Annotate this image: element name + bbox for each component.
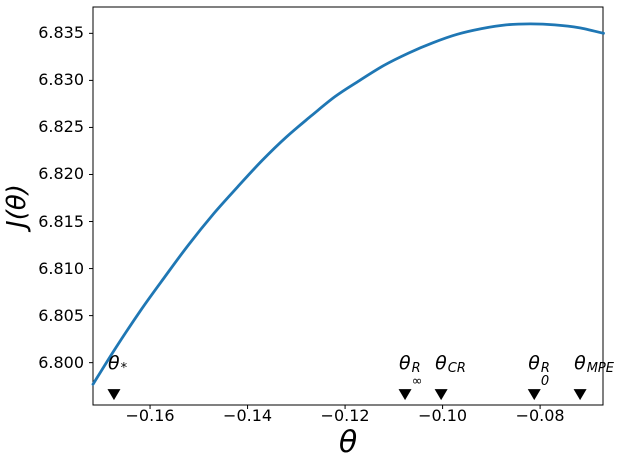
marker-theta-R-infinity bbox=[398, 389, 412, 401]
y-tick-label: 6.800 bbox=[38, 352, 84, 372]
x-tick-label: −0.14 bbox=[223, 406, 273, 425]
x-tick-label: −0.12 bbox=[320, 406, 370, 425]
marker-theta-star bbox=[107, 389, 121, 401]
j-theta-curve bbox=[91, 22, 605, 386]
axes-spines bbox=[92, 6, 604, 406]
y-tick-label: 6.810 bbox=[38, 258, 84, 278]
x-tick-label: −0.10 bbox=[418, 406, 468, 425]
y-tick-label: 6.815 bbox=[38, 211, 84, 231]
annotation-label-theta-star: θ * bbox=[107, 352, 128, 376]
y-tick-label: 6.825 bbox=[38, 117, 84, 137]
marker-theta-MPE bbox=[573, 389, 587, 401]
x-tick-label: −0.08 bbox=[515, 406, 565, 425]
y-tick-label: 6.820 bbox=[38, 164, 84, 184]
annotation-label-theta-CR: θ CR bbox=[435, 352, 466, 376]
y-tick-label: 6.805 bbox=[38, 305, 84, 325]
y-tick-label: 6.830 bbox=[38, 70, 84, 90]
annotation-label-theta-MPE: θ MPE bbox=[574, 352, 614, 376]
x-axis-label: θ bbox=[338, 425, 358, 460]
marker-theta-R-0 bbox=[527, 389, 541, 401]
marker-theta-CR bbox=[434, 389, 448, 401]
annotation-label-theta-R-infinity: θ R ∞ bbox=[399, 352, 423, 389]
y-axis-label: J(θ) bbox=[2, 184, 32, 228]
y-tick-label: 6.835 bbox=[38, 23, 84, 43]
x-tick-label: −0.16 bbox=[125, 406, 175, 425]
